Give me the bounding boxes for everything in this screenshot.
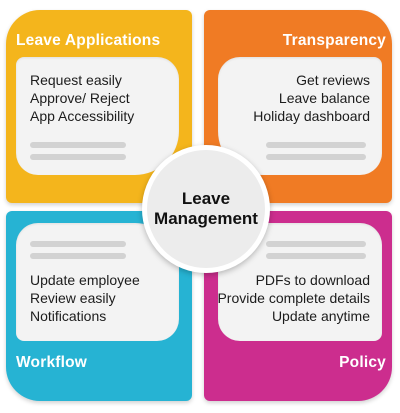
policy-title: Policy [339, 354, 386, 371]
list-item: Request easily [30, 72, 122, 88]
transparency-title: Transparency [282, 32, 386, 49]
list-item: Leave balance [278, 90, 370, 106]
policy-list: PDFs to download Provide complete detail… [217, 271, 370, 325]
placeholder-bar [30, 154, 126, 160]
placeholder-bar [266, 241, 366, 247]
placeholder-bar [266, 253, 366, 259]
center-title-line1: Leave [181, 189, 231, 208]
leave-applications-title: Leave Applications [16, 32, 161, 49]
placeholder-bar [30, 253, 126, 259]
center-title-line2: Management [154, 209, 258, 228]
workflow-list: Update employee Review easily Notificati… [30, 271, 140, 325]
list-item: Review easily [30, 290, 116, 306]
list-item: Notifications [30, 308, 107, 324]
list-item: App Accessibility [30, 108, 135, 124]
transparency-list: Get reviews Leave balance Holiday dashbo… [253, 71, 370, 125]
center-circle: Leave Management [142, 145, 270, 273]
leave-applications-list: Request easily Approve/ Reject App Acces… [30, 71, 134, 125]
workflow-title: Workflow [16, 354, 88, 371]
placeholder-bar [266, 142, 366, 148]
list-item: PDFs to download [255, 272, 370, 288]
placeholder-bar [30, 241, 126, 247]
list-item: Update anytime [271, 308, 370, 324]
list-item: Holiday dashboard [253, 108, 370, 124]
list-item: Update employee [30, 272, 140, 288]
list-item: Provide complete details [217, 290, 370, 306]
list-item: Get reviews [296, 72, 370, 88]
placeholder-bar [266, 154, 366, 160]
placeholder-bar [30, 142, 126, 148]
list-item: Approve/ Reject [30, 90, 130, 106]
